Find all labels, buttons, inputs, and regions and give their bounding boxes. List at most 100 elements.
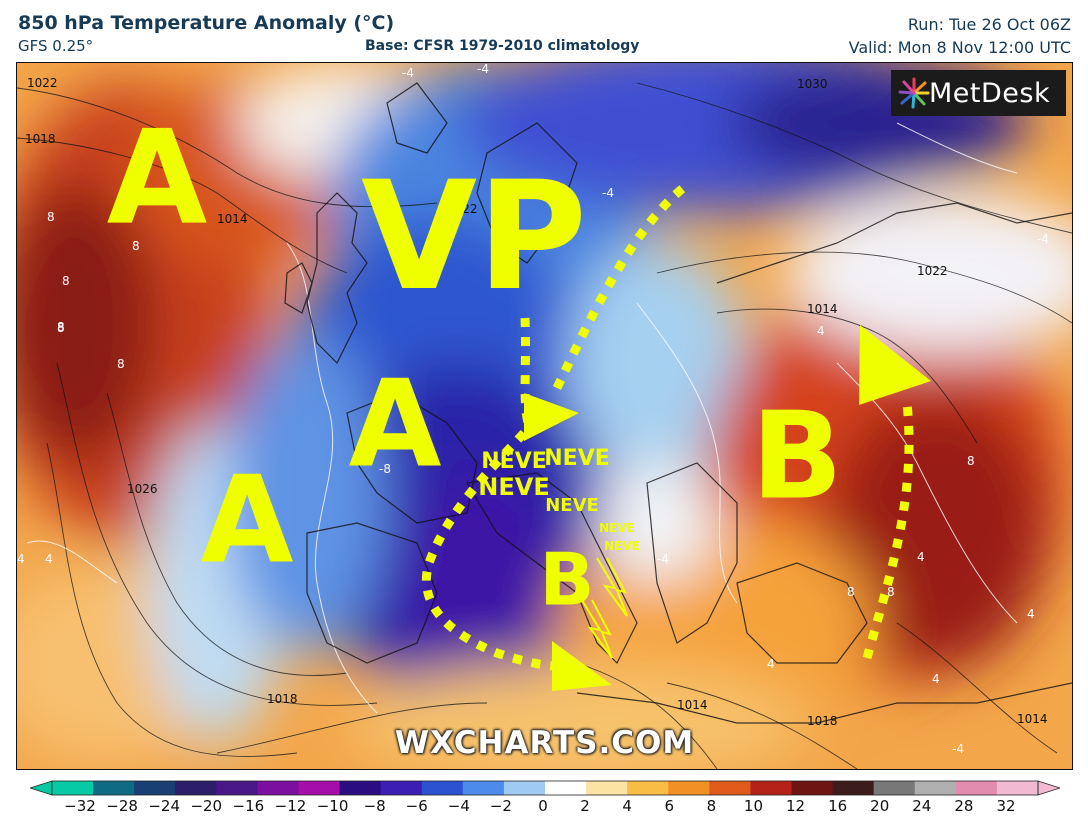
neve-label: NEVE (545, 495, 599, 516)
isotherm-label: -4 (1037, 232, 1049, 246)
colorbar-tick-label: 0 (538, 797, 548, 815)
metdesk-logo-text: MetDesk (929, 77, 1051, 109)
colorbar-segment (586, 781, 628, 795)
colorbar (30, 780, 1060, 796)
colorbar-tick-label: 8 (706, 797, 717, 815)
colorbar-tick-label: −24 (148, 797, 180, 815)
colorbar-tick-label: 32 (996, 797, 1016, 815)
isotherm-label: 4 (17, 552, 25, 566)
colorbar-tick-label: −2 (489, 797, 512, 815)
colorbar-segment (175, 781, 217, 795)
isotherm-label: -4 (477, 63, 489, 76)
colorbar-segment (134, 781, 176, 795)
isobar-label: 1014 (807, 302, 838, 316)
colorbar-segment (462, 781, 505, 795)
colorbar-tick-label: 2 (580, 797, 590, 815)
colorbar-tick-label: −28 (106, 797, 138, 815)
colorbar-frame (51, 780, 1039, 796)
pressure-center-label: A (201, 452, 294, 591)
colorbar-segment (380, 781, 423, 795)
colorbar-segment (503, 781, 546, 795)
isotherm-label: 8 (47, 210, 55, 224)
colorbar-tick-label: −10 (316, 797, 349, 815)
colorbar-max-extend (1037, 780, 1060, 796)
arrowhead-south (552, 641, 612, 691)
isotherm-label: 8 (132, 239, 140, 253)
anomaly-field (17, 63, 1072, 769)
coastlines (284, 82, 1072, 724)
pressure-center-label: VP (361, 150, 587, 324)
isotherm-label: 8 (62, 274, 70, 288)
isobar-label: 1022 (447, 202, 478, 216)
neve-label: NEVE (481, 449, 547, 474)
arrowhead-east (859, 325, 931, 405)
isobar-label: 1014 (217, 212, 248, 226)
neve-label: NEVE (478, 473, 549, 501)
wxcharts-watermark: WXCHARTS.COM (394, 725, 695, 761)
valid-time-label: Valid: Mon 8 Nov 12:00 UTC (848, 38, 1071, 57)
colorbar-min-extend (30, 780, 53, 796)
colorbar-segment (832, 781, 875, 795)
colorbar-segment (93, 781, 135, 795)
climatology-base-label: Base: CFSR 1979-2010 climatology (365, 38, 640, 54)
colorbar-segment (709, 781, 751, 795)
pressure-center-label: B (540, 538, 595, 622)
colorbar-tick-label: 10 (743, 797, 763, 815)
isotherm-label: -8 (379, 462, 391, 476)
colorbar-tick-label: −8 (363, 797, 386, 815)
isotherm-label: 8 (887, 585, 895, 599)
colorbar-tick-label: −20 (190, 797, 223, 815)
isotherm-label: -4 (602, 186, 614, 200)
isotherm-label: 8 (57, 321, 65, 335)
arrow-path-north-east (552, 181, 690, 390)
run-label: Run: Tue 26 Oct 06Z (907, 15, 1071, 34)
colorbar-segment (955, 781, 998, 795)
isobar-label: 1018 (807, 714, 838, 728)
isotherm-label: -4 (657, 552, 669, 566)
pressure-center-label: A (107, 102, 208, 254)
colorbar-segment (421, 781, 464, 795)
model-label: GFS 0.25° (18, 37, 94, 55)
isotherm-label: 4 (917, 550, 925, 564)
pressure-center-label: B (751, 388, 842, 527)
isotherm-label: -4 (402, 66, 414, 80)
colorbar-segment (873, 781, 916, 795)
arrowhead-central (524, 393, 579, 441)
colorbar-segment (996, 781, 1039, 795)
neve-label: NEVE (604, 539, 640, 553)
colorbar-segment (257, 781, 299, 795)
map-canvas: 1022 1018 1014 1022 1026 1030 1022 1014 1018 1018… (17, 63, 1072, 769)
colorbar-tick-label: 28 (954, 797, 974, 815)
isobar-label: 1014 (1017, 712, 1048, 726)
colorbar-tick-label: 6 (664, 797, 675, 815)
metdesk-logo-icon (898, 77, 930, 109)
lightning-icon (581, 599, 613, 659)
colorbar-segment (914, 781, 957, 795)
colorbar-tick-label: −32 (64, 797, 96, 815)
isotherm-label: 4 (767, 657, 775, 671)
pressure-center-label: A (349, 356, 442, 495)
isotherm-label: 4 (817, 324, 825, 338)
colorbar-segment (339, 781, 382, 795)
colorbar-tick-label: −16 (232, 797, 265, 815)
isobar-label: 1014 (677, 698, 708, 712)
arrow-path-east-up (862, 402, 914, 660)
isobar-label: 1018 (25, 132, 56, 146)
colorbar-tick-label: 4 (622, 797, 632, 815)
colorbar-segment (545, 781, 587, 795)
neve-label: NEVE (599, 521, 635, 535)
isobar-label: 1022 (27, 76, 58, 90)
isobar-label: 1018 (267, 692, 298, 706)
colorbar-tick-label: 16 (828, 797, 848, 815)
isotherm-label: 4 (1027, 607, 1035, 621)
colorbar-tick-label: 20 (870, 797, 890, 815)
colorbar-segment (298, 781, 341, 795)
colorbar-segment (216, 781, 258, 795)
neve-label: NEVE (544, 446, 610, 471)
colorbar-tick-label: 24 (912, 797, 932, 815)
colorbar-segment (627, 781, 669, 795)
isotherm-label: 8 (847, 585, 855, 599)
isotherm-label: -4 (952, 742, 964, 756)
isotherm-label: 4 (45, 552, 53, 566)
isotherm-label: 8 (57, 320, 65, 334)
